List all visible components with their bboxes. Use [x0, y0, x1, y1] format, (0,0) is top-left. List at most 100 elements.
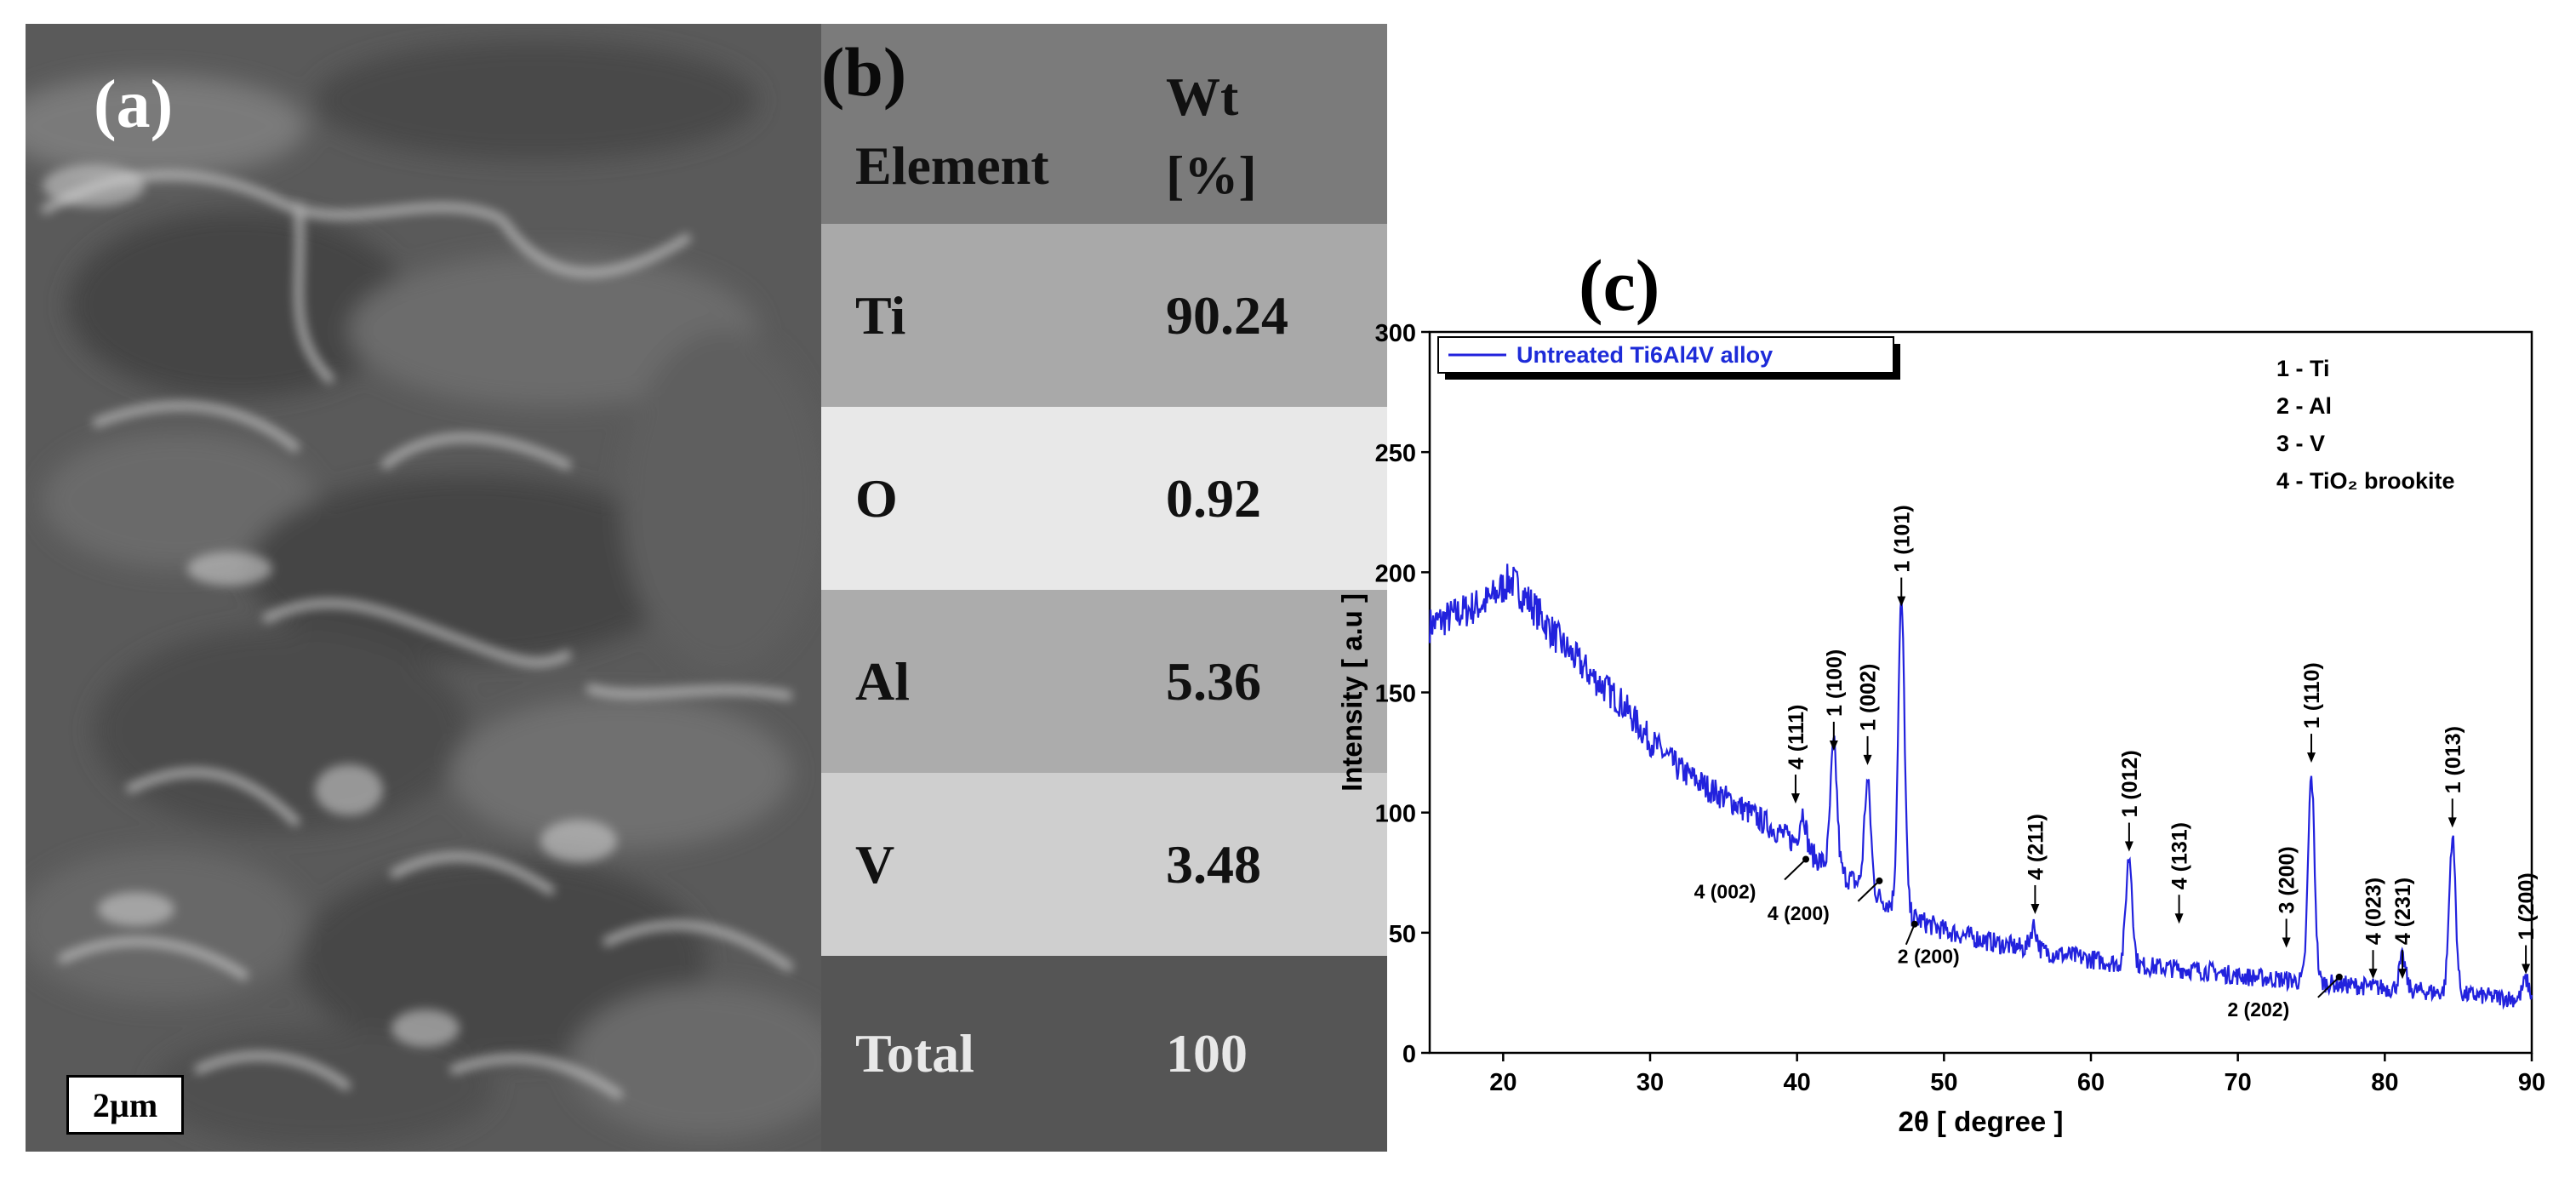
x-tick-label: 60 [2077, 1069, 2105, 1096]
panel-label-c: (c) [1579, 244, 1660, 326]
table-row: V 3.48 [821, 773, 1387, 956]
peak-annotation: 1 (013) [2442, 726, 2465, 828]
table-row: Al 5.36 [821, 590, 1387, 773]
panel-label-b: (b) [821, 33, 907, 111]
peak-arrowhead [1802, 855, 1810, 863]
row-wt: 5.36 [1166, 650, 1261, 712]
sem-micrograph: (a) 2µm [26, 24, 821, 1152]
x-axis-ticks: 20 30 40 50 60 70 80 90 [1489, 1053, 2545, 1096]
peak-annotation: 4 (023) [2362, 878, 2386, 980]
peak-label: 4 (200) [1768, 902, 1830, 924]
phase-key-item: 4 - TiO₂ brookite [2276, 468, 2455, 494]
legend: Untreated Ti6Al4V alloy [1437, 336, 1900, 380]
peak-annotation: 2 (200) [1898, 920, 1960, 968]
x-tick-label: 20 [1489, 1069, 1516, 1096]
peak-annotation: 4 (211) [2024, 814, 2048, 914]
peak-annotation: 1 (100) [1823, 649, 1847, 751]
peak-annotation: 1 (101) [1890, 505, 1914, 607]
peak-label: 1 (012) [2118, 750, 2142, 817]
peak-annotations: 1 (101) 1 (100) 1 (002) 4 (111) 4 (211) 1 (01… [1694, 505, 2539, 1020]
peak-annotation: 1 (110) [2300, 662, 2324, 763]
peak-arrowhead [2174, 913, 2184, 924]
phase-key: 1 - Ti 2 - Al 3 - V 4 - TiO₂ brookite [2276, 356, 2455, 494]
phase-key-item: 1 - Ti [2276, 356, 2330, 381]
row-wt: 0.92 [1166, 467, 1261, 529]
y-tick-label: 300 [1375, 320, 1416, 347]
x-tick-label: 90 [2518, 1069, 2545, 1096]
peak-annotation: 3 (200) [2276, 846, 2299, 948]
peak-arrowhead [1897, 596, 1906, 607]
y-tick-label: 200 [1375, 560, 1416, 587]
peak-annotation: 4 (200) [1768, 877, 1883, 924]
peak-arrowhead [1911, 920, 1918, 928]
y-tick-label: 100 [1375, 801, 1416, 828]
peak-label: 4 (002) [1694, 880, 1756, 902]
peak-arrowhead [1876, 877, 1883, 884]
peak-arrowhead [1791, 793, 1800, 804]
y-tick-label: 250 [1375, 440, 1416, 467]
peak-arrowhead [2307, 752, 2316, 763]
peak-arrowhead [1863, 754, 1872, 765]
peak-label: 1 (200) [2515, 872, 2539, 940]
row-element: V [855, 833, 895, 895]
y-tick-label: 0 [1402, 1041, 1416, 1068]
row-element: O [855, 467, 898, 529]
panel-label-a: (a) [94, 67, 174, 142]
row-wt: 90.24 [1166, 284, 1288, 346]
legend-entry: Untreated Ti6Al4V alloy [1516, 342, 1773, 368]
x-tick-label: 50 [1930, 1069, 1957, 1096]
series-line-untreated-ti6al4v [1428, 563, 2533, 1010]
legend-box [1437, 336, 1894, 374]
peak-annotation: 2 (202) [2227, 973, 2343, 1021]
peak-label: 4 (211) [2024, 814, 2048, 880]
table-header: Element Wt [%] [821, 24, 1387, 224]
peak-arrow [1784, 858, 1807, 881]
header-element: Element [855, 135, 1049, 196]
composition-table: Element Wt [%] (b) Ti 90.24 O 0.92 Al 5.… [821, 24, 1387, 1152]
peak-annotation: 4 (231) [2391, 878, 2415, 980]
peak-arrowhead [1829, 740, 1838, 751]
peak-label: 4 (111) [1785, 705, 1808, 769]
peak-annotation: 4 (131) [2168, 822, 2192, 924]
peak-label: 4 (023) [2362, 878, 2386, 945]
sem-texture [26, 24, 821, 1152]
peak-label: 3 (200) [2276, 846, 2299, 913]
y-tick-label: 50 [1389, 921, 1416, 948]
peak-arrow [2317, 976, 2340, 998]
x-tick-label: 30 [1636, 1069, 1664, 1096]
peak-label: 1 (101) [1890, 505, 1914, 572]
y-tick-label: 150 [1375, 681, 1416, 708]
peak-arrowhead [2031, 903, 2040, 914]
xrd-chart: 0 50 100 150 200 250 300 20 30 40 50 60 70 80 90 1 (1… [1336, 320, 2545, 1137]
peak-arrow [1857, 880, 1881, 902]
peak-label: 2 (202) [2227, 998, 2289, 1021]
peak-arrow [1905, 924, 1916, 946]
header-wt: Wt [%] [1166, 66, 1257, 205]
x-tick-label: 80 [2371, 1069, 2398, 1096]
peak-label: 4 (131) [2168, 822, 2192, 889]
peak-arrowhead [2398, 969, 2408, 980]
scale-bar: 2µm [66, 1075, 184, 1135]
peak-label: 4 (231) [2391, 878, 2415, 945]
row-element: Total [855, 1023, 974, 1084]
peak-annotation: 1 (012) [2118, 750, 2142, 852]
peak-arrowhead [2282, 937, 2291, 948]
peak-arrowhead [2368, 969, 2378, 980]
peak-arrowhead [2124, 841, 2133, 852]
table-row: Ti 90.24 [821, 224, 1387, 407]
peak-annotation: 4 (111) [1785, 705, 1808, 804]
row-element: Al [855, 650, 910, 712]
peak-label: 2 (200) [1898, 946, 1960, 968]
peak-arrowhead [2335, 973, 2343, 981]
x-axis-label: 2θ [ degree ] [1899, 1106, 2064, 1137]
row-wt: 3.48 [1166, 833, 1261, 895]
y-axis-label: Intensity [ a.u ] [1336, 593, 1368, 792]
phase-key-item: 3 - V [2276, 431, 2325, 456]
peak-label: 1 (100) [1823, 649, 1847, 717]
phase-key-item: 2 - Al [2276, 393, 2332, 419]
peak-annotation: 4 (002) [1694, 855, 1810, 902]
y-axis-ticks: 0 50 100 150 200 250 300 [1375, 320, 1430, 1068]
peak-annotation: 1 (002) [1857, 664, 1881, 765]
table-row-total: Total 100 [821, 956, 1387, 1152]
peak-label: 1 (110) [2300, 662, 2324, 729]
